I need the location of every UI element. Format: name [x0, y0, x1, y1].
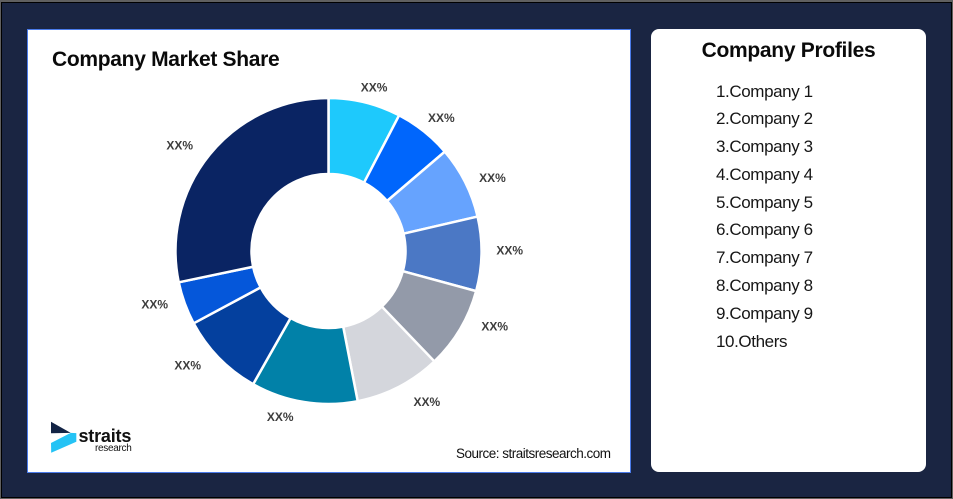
svg-text:XX%: XX% — [481, 320, 508, 334]
svg-text:XX%: XX% — [174, 359, 201, 373]
svg-text:XX%: XX% — [428, 111, 455, 125]
svg-text:XX%: XX% — [166, 139, 193, 153]
svg-text:XX%: XX% — [413, 395, 440, 409]
svg-text:research: research — [95, 443, 132, 454]
svg-text:straits: straits — [79, 426, 132, 446]
svg-text:XX%: XX% — [496, 243, 523, 257]
svg-text:XX%: XX% — [141, 297, 168, 311]
svg-text:XX%: XX% — [361, 81, 388, 95]
svg-text:XX%: XX% — [267, 410, 294, 424]
svg-text:XX%: XX% — [479, 171, 506, 185]
